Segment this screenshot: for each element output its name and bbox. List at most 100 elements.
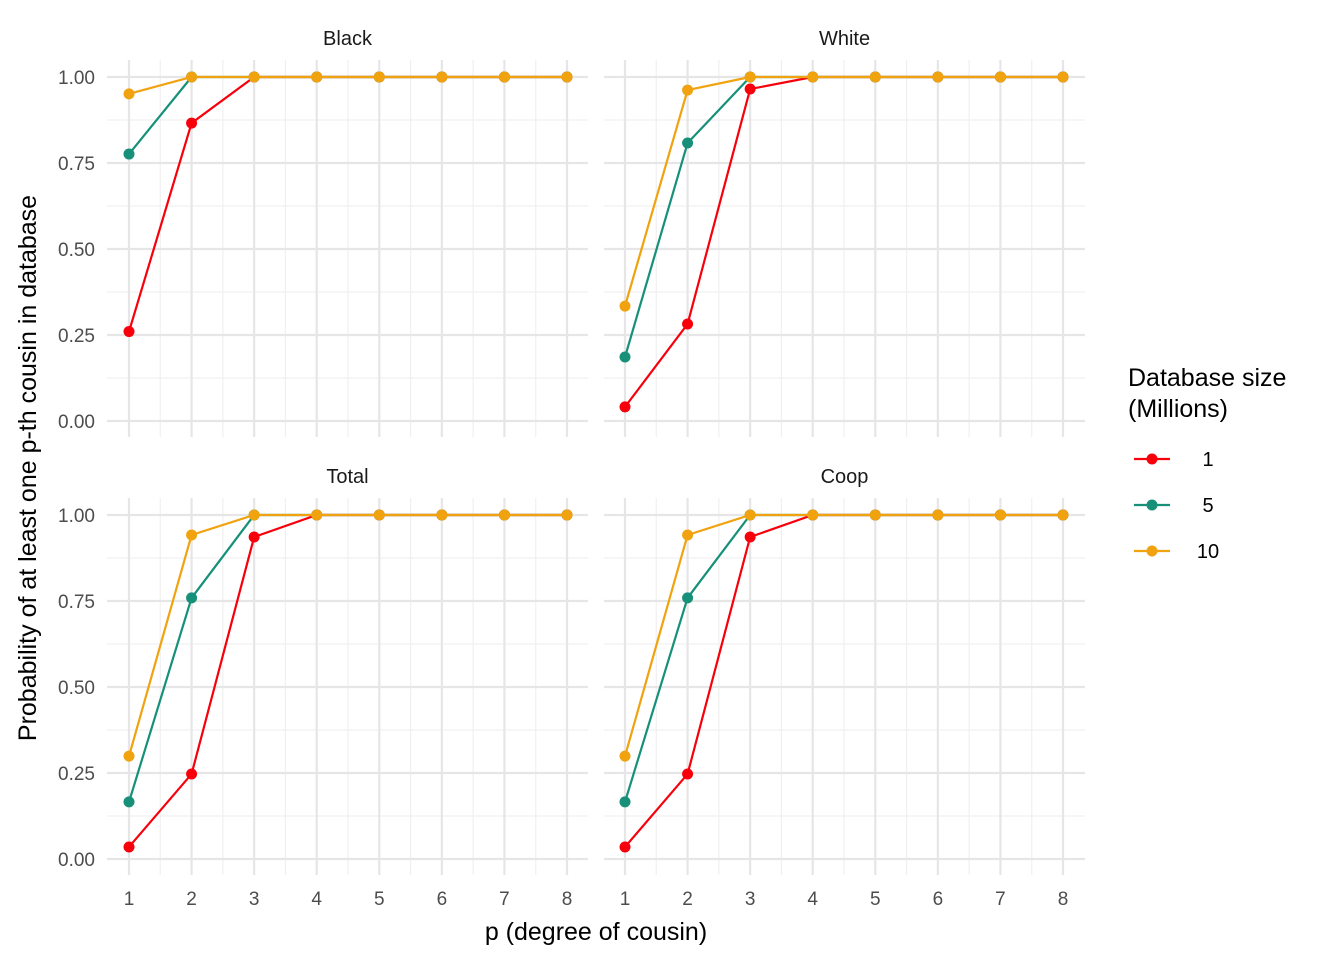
y-tick-label: 0.25 — [58, 764, 95, 785]
series-line-10 — [127, 513, 567, 757]
x-tick-label: 5 — [870, 889, 881, 910]
data-point-1 — [619, 401, 631, 413]
series-line-10 — [128, 75, 567, 95]
panel-title: White — [819, 28, 870, 50]
data-point-10 — [1057, 509, 1069, 521]
data-point-1 — [744, 83, 756, 95]
data-point-1 — [123, 326, 135, 338]
data-point-10 — [373, 71, 385, 83]
x-tick-label: 3 — [249, 889, 260, 910]
data-point-10 — [498, 71, 510, 83]
data-point-10 — [869, 71, 881, 83]
data-point-10 — [994, 71, 1006, 83]
x-tick-label: 6 — [933, 889, 944, 910]
x-tick-label: 8 — [1058, 889, 1069, 910]
data-point-10 — [248, 509, 260, 521]
x-tick-label: 1 — [620, 889, 631, 910]
data-point-10 — [807, 509, 819, 521]
data-point-5 — [123, 796, 135, 808]
data-point-1 — [186, 768, 198, 780]
series-line-10 — [623, 75, 1063, 307]
data-point-1 — [682, 768, 694, 780]
data-point-10 — [436, 509, 448, 521]
data-point-10 — [744, 71, 756, 83]
data-point-5 — [123, 148, 135, 160]
data-point-10 — [561, 509, 573, 521]
x-tick-label: 7 — [499, 889, 510, 910]
x-tick-label: 7 — [995, 889, 1006, 910]
data-point-10 — [186, 529, 198, 541]
data-point-1 — [619, 841, 631, 853]
legend-title-line2: (Millions) — [1128, 395, 1228, 423]
data-point-10 — [561, 71, 573, 83]
data-point-10 — [619, 300, 631, 312]
panel-title: Black — [323, 28, 373, 50]
x-tick-label: 4 — [311, 889, 322, 910]
data-point-10 — [311, 509, 323, 521]
x-tick-label: 1 — [124, 889, 135, 910]
legend-entry-1: 1 — [1134, 449, 1214, 471]
y-tick-label: 0.25 — [58, 326, 95, 347]
data-point-10 — [932, 509, 944, 521]
data-point-10 — [994, 509, 1006, 521]
data-point-10 — [123, 750, 135, 762]
panel-coop: 1 2 3 4 5 6 7 8 Coop — [604, 466, 1085, 910]
panel-white: White — [604, 28, 1085, 437]
legend: Database size (Millions) 1 5 10 — [1128, 364, 1286, 563]
data-point-1 — [744, 531, 756, 543]
legend-entry-10: 10 — [1134, 541, 1219, 563]
data-point-10 — [682, 529, 694, 541]
x-tick-label: 3 — [745, 889, 756, 910]
x-tick-label: 2 — [186, 889, 197, 910]
data-point-5 — [682, 592, 694, 604]
data-point-10 — [123, 88, 135, 100]
y-tick-label: 0.75 — [58, 154, 95, 175]
data-point-1 — [123, 841, 135, 853]
x-tick-label: 4 — [807, 889, 818, 910]
data-point-10 — [932, 71, 944, 83]
panel-black: 0.00 0.25 0.50 0.75 1.00 Black — [58, 28, 588, 437]
data-point-10 — [373, 509, 385, 521]
data-point-10 — [744, 509, 756, 521]
data-point-5 — [619, 796, 631, 808]
data-point-10 — [682, 84, 694, 96]
legend-key-point — [1146, 545, 1158, 557]
legend-entry-5: 5 — [1134, 495, 1214, 517]
data-point-10 — [619, 750, 631, 762]
data-point-10 — [186, 71, 198, 83]
legend-label: 10 — [1197, 541, 1219, 563]
series-line-10 — [623, 513, 1063, 757]
data-point-5 — [186, 592, 198, 604]
legend-title-line1: Database size — [1128, 364, 1286, 392]
x-tick-label: 6 — [437, 889, 448, 910]
data-point-5 — [682, 137, 694, 149]
y-tick-label: 0.50 — [58, 678, 95, 699]
panel-title: Total — [326, 466, 368, 488]
data-point-1 — [682, 318, 694, 330]
data-point-10 — [1057, 71, 1069, 83]
panel-title: Coop — [821, 466, 869, 488]
data-point-10 — [436, 71, 448, 83]
x-tick-label: 2 — [682, 889, 693, 910]
legend-key-point — [1146, 499, 1158, 511]
data-point-5 — [619, 351, 631, 363]
x-tick-label: 8 — [562, 889, 573, 910]
legend-key-point — [1146, 453, 1158, 465]
y-tick-label: 0.75 — [58, 592, 95, 613]
legend-label: 5 — [1202, 495, 1213, 517]
data-point-10 — [248, 71, 260, 83]
x-axis-label: p (degree of cousin) — [485, 918, 707, 946]
y-tick-label: 0.50 — [58, 240, 95, 261]
data-point-10 — [869, 509, 881, 521]
y-tick-label: 0.00 — [58, 850, 95, 871]
x-tick-label: 5 — [374, 889, 385, 910]
panel-total: 0.00 0.25 0.50 0.75 1.00 1 2 3 4 5 6 7 8 Total — [58, 466, 588, 910]
y-tick-label: 1.00 — [58, 506, 95, 527]
legend-label: 1 — [1202, 449, 1213, 471]
data-point-1 — [186, 117, 198, 129]
y-axis-label: Probability of at least one p-th cousin … — [14, 195, 42, 741]
y-tick-label: 0.00 — [58, 412, 95, 433]
data-point-10 — [807, 71, 819, 83]
data-point-10 — [498, 509, 510, 521]
